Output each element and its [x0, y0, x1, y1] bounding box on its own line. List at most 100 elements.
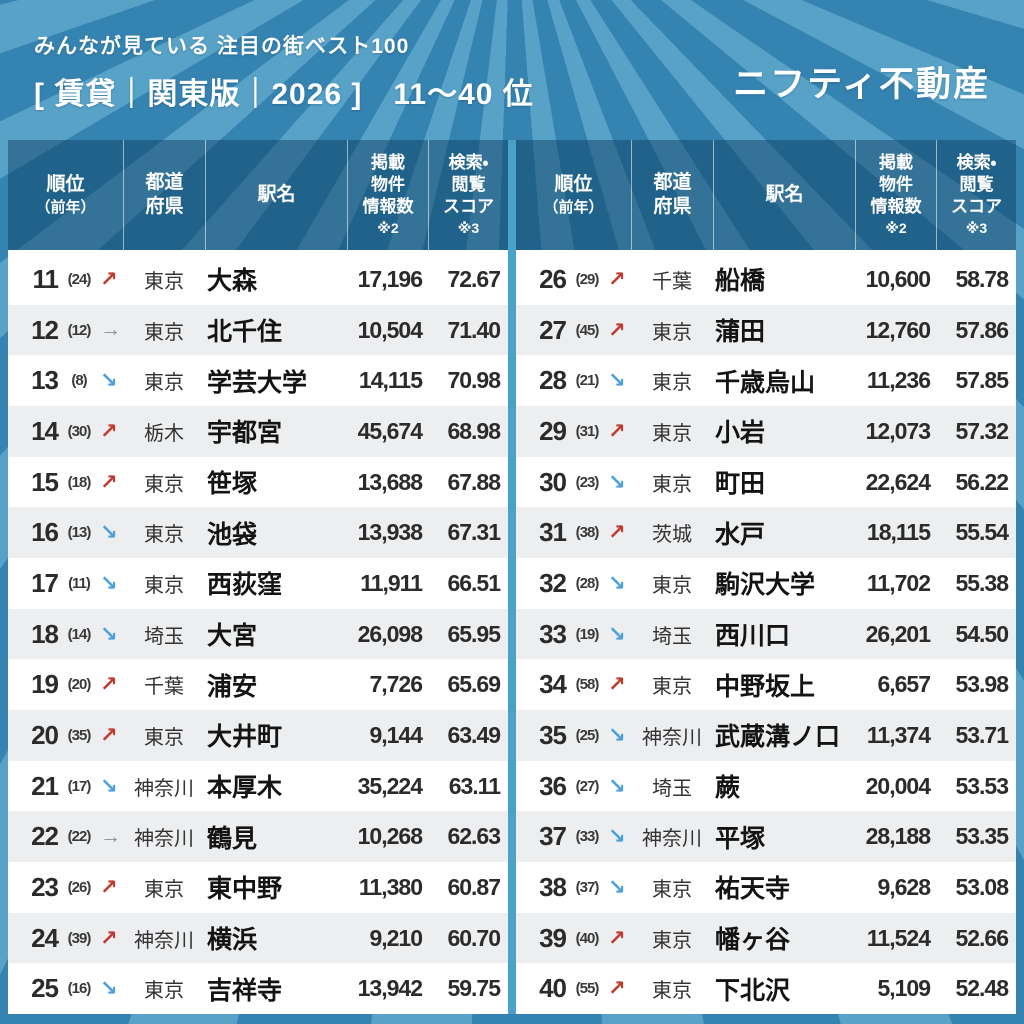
- rank-number: 35: [539, 719, 567, 750]
- listing-count-cell: 10,268: [357, 823, 423, 850]
- station-name-cell: 宇都宮: [207, 419, 283, 448]
- column-header-rank: 順位 （前年）: [543, 174, 604, 216]
- listing-count-cell: 12,760: [865, 316, 931, 343]
- rank-cell: 33 (19) ↘: [516, 619, 631, 650]
- trend-arrow-icon: ↘: [608, 774, 626, 798]
- prefecture-cell: 神奈川: [134, 777, 194, 800]
- table-row: 24 (39) ↗ 神奈川 横浜 9,210 60.70: [8, 912, 508, 964]
- table-row: 14 (30) ↗ 栃木 宇都宮 45,674 68.98: [8, 406, 508, 457]
- rank-number: 28: [539, 365, 567, 396]
- table-row: 13 (8) ↘ 東京 学芸大学 14,115 70.98: [8, 355, 508, 406]
- rank-number: 19: [31, 669, 59, 700]
- trend-arrow-icon: ↗: [608, 318, 626, 342]
- rank-number: 33: [539, 618, 567, 649]
- trend-arrow-icon: ↘: [608, 622, 626, 646]
- station-name-cell: 学芸大学: [207, 368, 308, 397]
- ranking-table-left: 順位 （前年） 都道 府県 駅名 掲載 物件 情報数 ※2 検索・: [8, 140, 508, 1014]
- station-name-cell: 西荻窪: [207, 571, 283, 600]
- score-cell: 55.54: [955, 519, 1009, 546]
- listing-count-cell: 28,188: [865, 823, 931, 850]
- listing-count-cell: 45,674: [357, 417, 423, 444]
- rank-cell: 21 (17) ↘: [8, 771, 123, 802]
- prefecture-cell: 神奈川: [642, 828, 702, 851]
- trend-arrow-icon: ↗: [100, 926, 118, 950]
- rank-number: 23: [31, 871, 59, 902]
- listing-count-cell: 11,524: [866, 924, 931, 951]
- ranking-table-right: 順位 （前年） 都道 府県 駅名 掲載 物件 情報数 ※2 検索・: [516, 140, 1016, 1014]
- previous-rank: (22): [67, 828, 92, 846]
- prefecture-cell: 東京: [652, 422, 692, 445]
- listing-count-cell: 22,624: [865, 468, 931, 495]
- page-header: みんなが見ている 注目の街ベスト100 [ 賃貸｜関東版｜2026 ] 11〜4…: [0, 0, 1024, 140]
- listing-count-cell: 6,657: [877, 671, 931, 698]
- score-cell: 53.35: [955, 823, 1009, 850]
- trend-arrow-icon: ↘: [608, 369, 626, 393]
- score-cell: 53.53: [955, 772, 1009, 799]
- listing-count-cell: 11,380: [358, 873, 423, 900]
- score-cell: 63.49: [447, 721, 501, 748]
- rank-cell: 17 (11) ↘: [8, 568, 123, 599]
- station-name-cell: 北千住: [207, 318, 283, 346]
- previous-rank: (39): [67, 929, 92, 947]
- table-row: 34 (58) ↗ 東京 中野坂上 6,657 53.98: [516, 659, 1016, 710]
- panel-divider: [508, 140, 516, 1014]
- table-row: 27 (45) ↗ 東京 蒲田 12,760 57.86: [516, 304, 1016, 356]
- page-title: [ 賃貸｜関東版｜2026 ] 11〜40 位: [34, 78, 534, 111]
- rank-cell: 36 (27) ↘: [516, 771, 631, 802]
- previous-rank: (16): [67, 980, 92, 998]
- score-cell: 58.78: [955, 265, 1009, 292]
- table-row: 32 (28) ↘ 東京 駒沢大学 11,702 55.38: [516, 558, 1016, 609]
- rank-number: 12: [31, 314, 59, 345]
- prefecture-cell: 東京: [652, 473, 692, 496]
- station-name-cell: 駒沢大学: [715, 571, 816, 600]
- listing-count-cell: 11,236: [866, 367, 931, 394]
- listing-count-cell: 11,374: [866, 721, 931, 748]
- trend-arrow-icon: ↘: [100, 774, 118, 798]
- score-cell: 59.75: [447, 975, 501, 1002]
- station-name-cell: 千歳烏山: [715, 368, 816, 397]
- column-header-station: 駅名: [205, 140, 347, 250]
- score-cell: 53.98: [955, 671, 1009, 698]
- trend-arrow-icon: ↘: [100, 521, 118, 545]
- previous-rank: (40): [575, 929, 600, 947]
- previous-rank: (19): [575, 625, 600, 643]
- table-row: 17 (11) ↘ 東京 西荻窪 11,911 66.51: [8, 558, 508, 609]
- score-cell: 57.85: [955, 367, 1009, 394]
- listing-count-cell: 17,196: [357, 265, 423, 292]
- tables-container: 順位 （前年） 都道 府県 駅名 掲載 物件 情報数 ※2 検索・: [0, 140, 1024, 1014]
- previous-rank: (37): [575, 878, 600, 896]
- trend-arrow-icon: ↗: [100, 723, 118, 747]
- rank-cell: 25 (16) ↘: [8, 973, 123, 1004]
- previous-rank: (13): [67, 524, 92, 542]
- previous-rank: (14): [67, 625, 92, 643]
- table-row: 26 (29) ↗ 千葉 船橋 10,600 58.78: [516, 254, 1016, 305]
- prefecture-cell: 東京: [144, 980, 184, 1003]
- table-row: 31 (38) ↗ 茨城 水戸 18,115 55.54: [516, 507, 1016, 559]
- rank-cell: 15 (18) ↗: [8, 467, 123, 498]
- station-name-cell: 鶴見: [207, 824, 258, 853]
- prefecture-cell: 神奈川: [134, 929, 194, 952]
- prefecture-cell: 東京: [144, 270, 184, 293]
- score-cell: 52.66: [955, 924, 1009, 951]
- trend-arrow-icon: ↗: [100, 875, 118, 899]
- table-row: 29 (31) ↗ 東京 小岩 12,073 57.32: [516, 406, 1016, 457]
- table-row: 37 (33) ↘ 神奈川 平塚 28,188 53.35: [516, 811, 1016, 863]
- rank-cell: 23 (26) ↗: [8, 872, 123, 903]
- table-row: 25 (16) ↘ 東京 吉祥寺 13,942 59.75: [8, 963, 508, 1014]
- table-row: 33 (19) ↘ 埼玉 西川口 26,201 54.50: [516, 608, 1016, 660]
- score-cell: 62.63: [447, 823, 501, 850]
- rank-number: 25: [31, 973, 59, 1004]
- prefecture-cell: 東京: [144, 524, 184, 547]
- previous-rank: (26): [67, 878, 92, 896]
- rank-number: 34: [539, 669, 567, 700]
- page-subtitle: みんなが見ている 注目の街ベスト100: [34, 35, 410, 58]
- previous-rank: (38): [575, 524, 600, 542]
- table-row: 15 (18) ↗ 東京 笹塚 13,688 67.88: [8, 457, 508, 508]
- rank-cell: 31 (38) ↗: [516, 517, 631, 548]
- station-name-cell: 祐天寺: [715, 875, 791, 904]
- rank-number: 24: [31, 922, 59, 953]
- rank-number: 26: [539, 263, 567, 294]
- prefecture-cell: 千葉: [652, 270, 692, 293]
- rank-cell: 19 (20) ↗: [8, 669, 123, 700]
- rank-cell: 37 (33) ↘: [516, 821, 631, 852]
